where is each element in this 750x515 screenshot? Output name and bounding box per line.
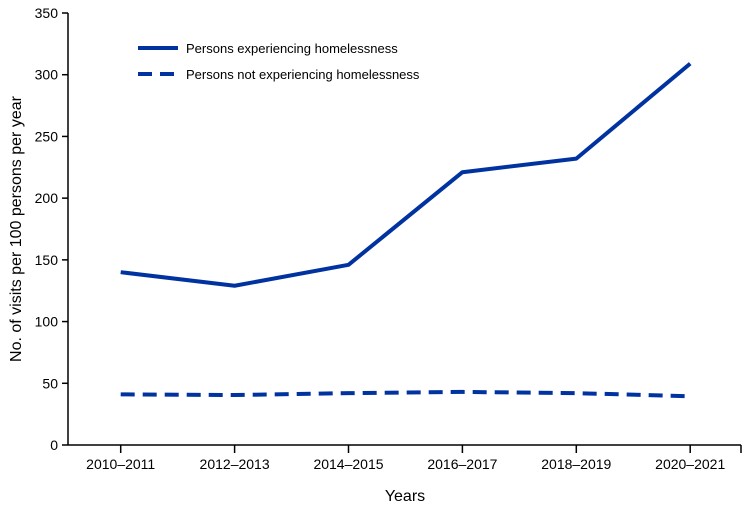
x-tick-label: 2018–2019 (541, 456, 611, 472)
y-tick-label: 150 (35, 252, 59, 268)
y-tick-label: 50 (42, 375, 58, 391)
x-tick-label: 2010–2011 (86, 456, 155, 472)
legend-label-1: Persons not experiencing homelessness (186, 67, 420, 82)
series-line-0 (121, 64, 691, 286)
y-axis-label: No. of visits per 100 persons per year (8, 95, 25, 362)
x-tick-label: 2012–2013 (200, 456, 270, 472)
legend-label-0: Persons experiencing homelessness (186, 41, 398, 56)
y-tick-label: 200 (35, 190, 59, 206)
x-tick-label: 2016–2017 (427, 456, 497, 472)
legend: Persons experiencing homelessness Persons… (138, 41, 420, 82)
x-tick-label: 2020–2021 (655, 456, 725, 472)
series-line-1 (121, 392, 691, 396)
y-tick-label: 100 (35, 314, 59, 330)
y-tick-label: 350 (35, 5, 59, 21)
y-tick-label: 0 (50, 437, 58, 453)
y-tick-label: 300 (35, 67, 59, 83)
x-tick-label: 2014–2015 (313, 456, 383, 472)
x-axis-label: Years (385, 488, 425, 505)
y-tick-label: 250 (35, 128, 59, 144)
